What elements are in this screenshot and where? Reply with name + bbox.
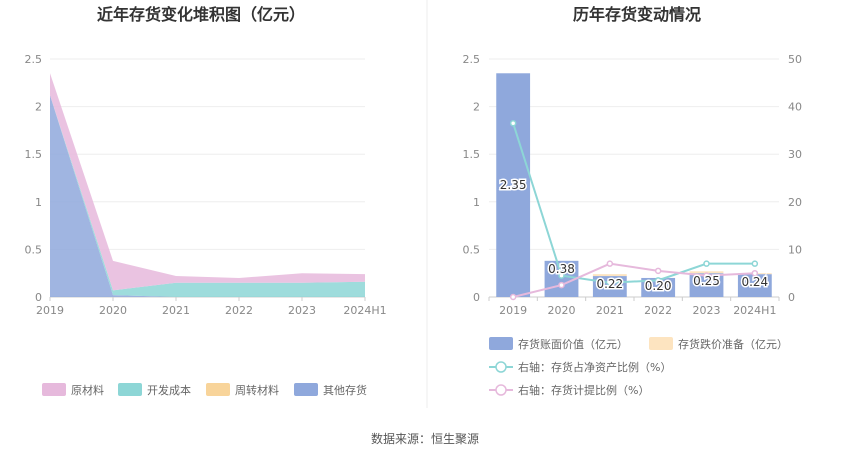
right-bars xyxy=(496,73,772,297)
left-y-tick-label: 2.5 xyxy=(25,53,43,66)
right-x-ticks: 2019 2020 2021 2022 2023 2024H1 xyxy=(488,297,780,317)
left-chart-stacked-area: 近年存货变化堆积图（亿元） 00.511.522.5 2019 2020 2021 2… xyxy=(25,5,387,397)
right-y2-tick-label: 30 xyxy=(788,148,802,161)
right-x-tick-label: 2022 xyxy=(644,304,672,317)
right-bar-value-label: 0.20 xyxy=(645,279,672,293)
right-y-ticks: 0 0.5 1 1.5 2 2.5 xyxy=(463,53,481,304)
right-bar-0-1 xyxy=(544,260,579,297)
right-legend-line-label-1: 右轴：存货计提比例（%） xyxy=(518,383,649,397)
right-line-point-1-3 xyxy=(654,267,662,275)
left-legend-label: 原材料 xyxy=(71,383,104,397)
left-x-tick-label: 2024H1 xyxy=(343,304,386,317)
right-bar-0-4 xyxy=(689,273,724,297)
right-y-tick-label: 2.5 xyxy=(463,53,481,66)
right-line-point-0-3 xyxy=(654,277,662,284)
right-bar-value-label: 0.38 xyxy=(548,262,575,276)
right-x-tick-label: 2023 xyxy=(693,304,721,317)
right-legend-marker-1 xyxy=(495,384,507,396)
right-bar-1-4 xyxy=(689,271,724,274)
right-line-point-0-2 xyxy=(606,279,614,286)
right-bar-0-0 xyxy=(496,73,531,297)
right-chart-bar-line: 历年存货变动情况 2.35 0.38 0.22 0.20 0.25 0.24 0 0.5 1 1… xyxy=(463,5,803,397)
left-y-tick-label: 0 xyxy=(35,291,42,304)
right-x-tick-label: 2024H1 xyxy=(733,304,776,317)
right-x-tick-label: 2021 xyxy=(596,304,624,317)
left-area-0 xyxy=(50,95,365,298)
right-y-tick-label: 0 xyxy=(473,291,480,304)
right-line-point-0-1 xyxy=(558,272,565,279)
right-bar-1-2 xyxy=(592,274,627,277)
right-line-point-1-5 xyxy=(751,269,759,277)
right-y2-tick-label: 50 xyxy=(788,53,802,66)
left-y-tick-label: 1 xyxy=(35,196,42,209)
left-legend-swatch xyxy=(206,383,230,396)
right-chart-title: 历年存货变动情况 xyxy=(573,5,701,24)
left-legend-swatch xyxy=(294,383,318,396)
data-source: 数据来源：恒生聚源 xyxy=(371,431,479,446)
left-chart-title: 近年存货变化堆积图（亿元） xyxy=(97,5,305,24)
left-y-ticks: 0 0.5 1 1.5 2 2.5 xyxy=(25,53,43,304)
left-x-tick-label: 2023 xyxy=(288,304,316,317)
right-y2-tick-label: 40 xyxy=(788,101,802,114)
right-legend-label-1: 存货跌价准备（亿元） xyxy=(678,337,788,351)
right-legend-swatch-1 xyxy=(649,337,673,350)
right-y-tick-label: 1.5 xyxy=(463,148,481,161)
left-legend-label: 周转材料 xyxy=(235,383,279,397)
left-legend-swatch xyxy=(118,383,142,396)
right-line-point-0-5 xyxy=(751,260,759,267)
left-y-tick-label: 0.5 xyxy=(25,243,43,256)
right-lines xyxy=(509,120,759,301)
right-legend-marker-0 xyxy=(495,361,507,373)
right-line-point-1-4 xyxy=(703,272,710,279)
right-y2-ticks: 0 10 20 30 40 50 xyxy=(788,53,802,304)
right-x-tick-label: 2019 xyxy=(499,304,527,317)
right-y2-tick-label: 0 xyxy=(788,291,795,304)
right-y-tick-label: 1 xyxy=(473,196,480,209)
left-x-tick-label: 2022 xyxy=(225,304,253,317)
right-line-point-1-1 xyxy=(558,281,565,289)
right-line-point-1-2 xyxy=(606,260,614,267)
left-x-tick-label: 2020 xyxy=(99,304,127,317)
right-bar-0-5 xyxy=(737,274,772,297)
left-y-tick-label: 2 xyxy=(35,101,42,114)
right-y-tick-label: 0.5 xyxy=(463,243,481,256)
left-legend-label: 其他存货 xyxy=(323,383,367,397)
right-line-point-0-0 xyxy=(509,120,517,127)
right-y-tick-label: 2 xyxy=(473,101,480,114)
right-legend-line-label-0: 右轴：存货占净资产比例（%） xyxy=(518,360,671,374)
right-legend-label-0: 存货账面价值（亿元） xyxy=(518,337,628,351)
left-legend-label: 开发成本 xyxy=(147,383,191,397)
right-legend: 存货账面价值（亿元） 存货跌价准备（亿元） 右轴：存货占净资产比例（%） 右轴：存货计… xyxy=(489,337,788,397)
right-bar-0-3 xyxy=(641,277,676,297)
left-x-tick-label: 2019 xyxy=(36,304,64,317)
right-line-point-1-0 xyxy=(509,293,517,301)
left-legend: 原材料 开发成本 周转材料 其他存货 xyxy=(42,383,367,397)
right-line-0 xyxy=(512,122,755,284)
right-bar-value-label: 0.25 xyxy=(693,274,720,288)
left-legend-swatch xyxy=(42,383,66,396)
left-x-tick-label: 2021 xyxy=(162,304,190,317)
right-y2-tick-label: 10 xyxy=(788,243,802,256)
right-bar-value-label: 2.35 xyxy=(500,178,527,192)
right-line-point-0-4 xyxy=(703,260,710,267)
left-y-tick-label: 1.5 xyxy=(25,148,43,161)
right-bar-labels: 2.35 0.38 0.22 0.20 0.25 0.24 xyxy=(498,177,769,295)
right-line-1 xyxy=(512,262,755,298)
right-grid xyxy=(489,58,779,298)
right-bar-value-label: 0.24 xyxy=(741,275,768,289)
left-areas xyxy=(50,73,365,298)
right-legend-swatch-0 xyxy=(489,337,513,350)
right-bar-value-label: 0.22 xyxy=(596,277,623,291)
right-x-tick-label: 2020 xyxy=(548,304,576,317)
left-x-ticks: 2019 2020 2021 2022 2023 2024H1 xyxy=(36,297,387,317)
right-y2-tick-label: 20 xyxy=(788,196,802,209)
